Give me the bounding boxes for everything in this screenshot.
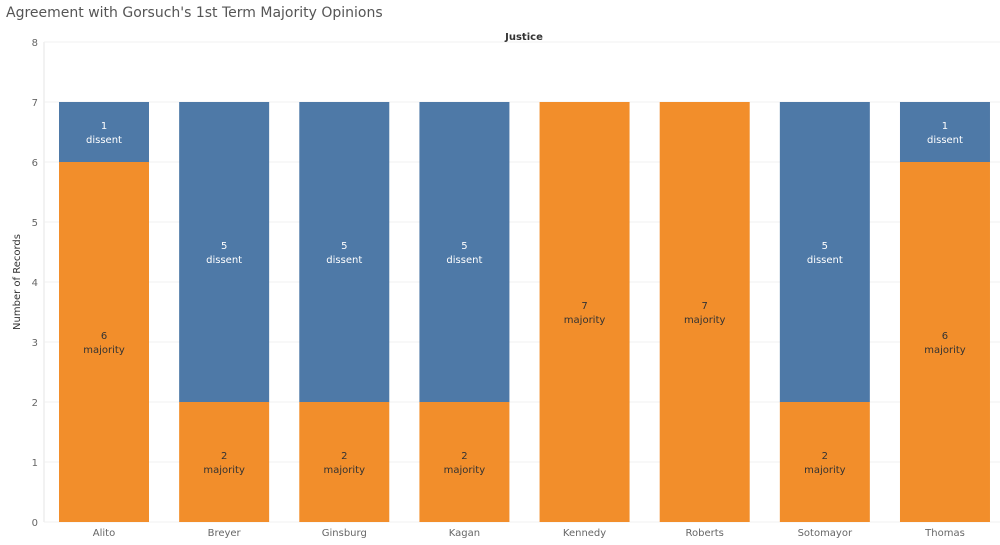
x-category-label: Sotomayor (798, 528, 853, 539)
x-category-label: Thomas (924, 528, 965, 539)
data-label-series: dissent (446, 255, 482, 266)
y-axis-ticks: 0 1 2 3 4 5 6 7 8 (32, 38, 38, 529)
data-label-value: 7 (702, 301, 708, 312)
y-tick-label: 4 (32, 278, 38, 289)
column-header: Justice (504, 32, 543, 43)
y-tick-label: 1 (32, 458, 38, 469)
y-tick-label: 6 (32, 158, 38, 169)
y-tick-label: 2 (32, 398, 38, 409)
bar-segment-dissent (419, 102, 510, 402)
data-label-series: majority (203, 465, 245, 476)
data-label-series: dissent (807, 255, 843, 266)
data-label-series: dissent (86, 135, 122, 146)
y-tick-label: 0 (32, 518, 38, 529)
data-label-value: 1 (942, 121, 948, 132)
data-label-series: majority (324, 465, 366, 476)
data-label-series: majority (804, 465, 846, 476)
data-label-series: dissent (927, 135, 963, 146)
bar-segment-majority (539, 102, 630, 522)
data-label-series: dissent (206, 255, 242, 266)
data-label-value: 5 (461, 241, 467, 252)
y-tick-label: 8 (32, 38, 38, 49)
bar-segment-majority (779, 402, 870, 522)
y-tick-label: 5 (32, 218, 38, 229)
bar-labels: 6 majority 1 dissent 2 majority 5 dissent 2 major… (83, 121, 966, 476)
data-label-value: 7 (581, 301, 587, 312)
data-label-value: 6 (942, 331, 948, 342)
bars (59, 102, 990, 522)
bar-segment-dissent (179, 102, 270, 402)
data-label-value: 2 (822, 451, 828, 462)
bar-segment-majority (419, 402, 510, 522)
y-tick-label: 7 (32, 98, 38, 109)
bar-segment-majority (59, 162, 149, 522)
bar-segment-majority (659, 102, 750, 522)
bar-segment-dissent (779, 102, 870, 402)
data-label-series: majority (444, 465, 486, 476)
data-label-series: majority (684, 315, 726, 326)
x-category-label: Roberts (686, 528, 724, 539)
data-label-value: 5 (341, 241, 347, 252)
x-category-label: Alito (93, 528, 115, 539)
y-axis-label: Number of Records (12, 234, 23, 330)
bar-segment-dissent (899, 102, 990, 162)
x-category-label: Breyer (208, 528, 242, 539)
x-axis-categories: Alito Breyer Ginsburg Kagan Kennedy Roberts So… (93, 528, 965, 539)
data-label-value: 1 (101, 121, 107, 132)
bar-segment-dissent (59, 102, 149, 162)
chart-title: Agreement with Gorsuch's 1st Term Majori… (6, 5, 383, 21)
data-label-value: 5 (822, 241, 828, 252)
x-category-label: Kennedy (563, 528, 606, 539)
data-label-series: majority (564, 315, 606, 326)
bar-segment-dissent (299, 102, 390, 402)
data-label-value: 6 (101, 331, 107, 342)
bar-segment-majority (179, 402, 270, 522)
data-label-series: majority (83, 345, 125, 356)
data-label-value: 2 (341, 451, 347, 462)
data-label-value: 2 (461, 451, 467, 462)
data-label-series: dissent (326, 255, 362, 266)
data-label-series: majority (924, 345, 966, 356)
bar-segment-majority (899, 162, 990, 522)
data-label-value: 5 (221, 241, 227, 252)
y-tick-label: 3 (32, 338, 38, 349)
x-category-label: Ginsburg (322, 528, 367, 539)
data-label-value: 2 (221, 451, 227, 462)
x-category-label: Kagan (449, 528, 480, 539)
bar-segment-majority (299, 402, 390, 522)
